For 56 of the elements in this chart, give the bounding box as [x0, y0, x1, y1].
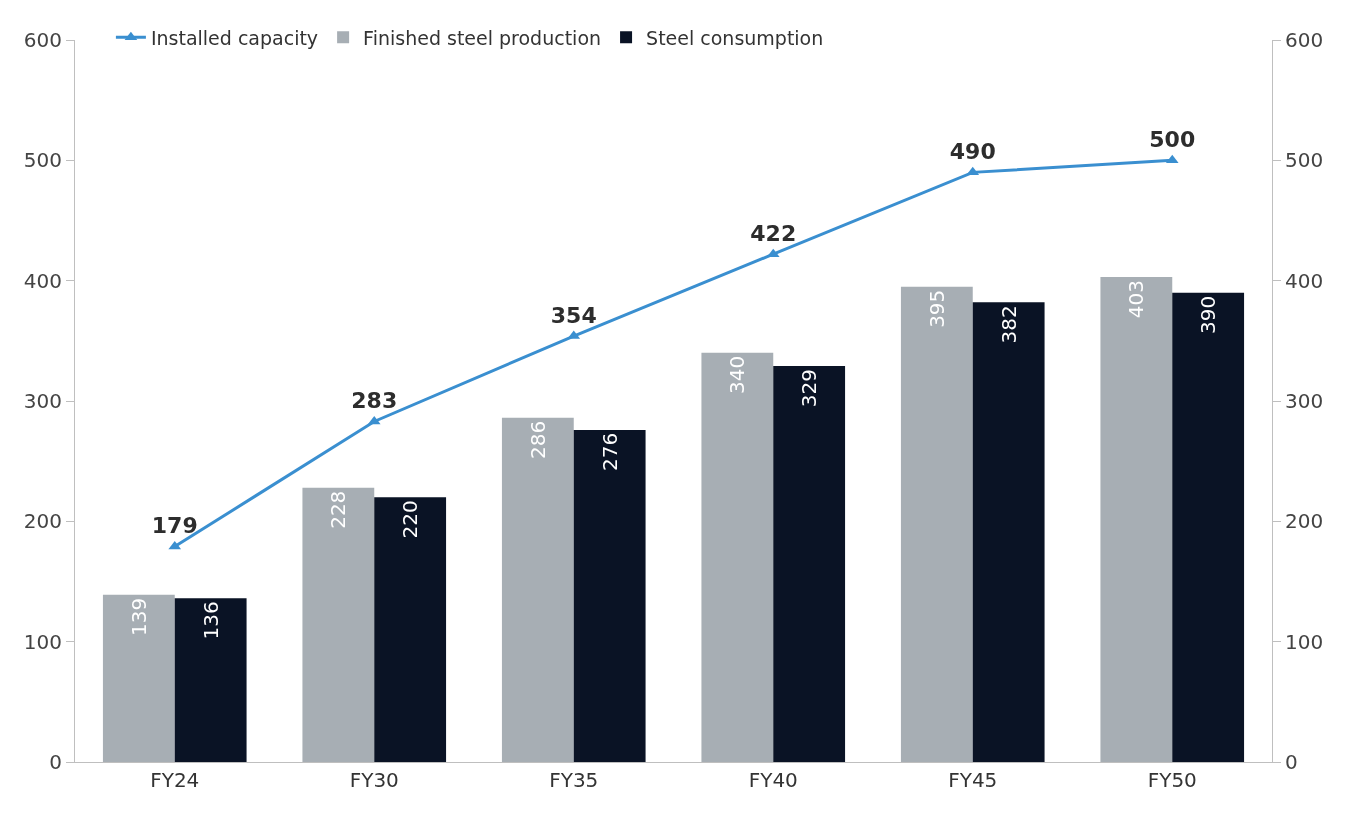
data-label: 283: [351, 388, 398, 414]
x-tick-label: FY35: [549, 768, 599, 792]
bar: [302, 487, 375, 762]
bar: [773, 366, 846, 762]
x-tick-label: FY50: [1147, 768, 1197, 792]
y2-tick-label: 500: [1285, 148, 1324, 173]
y2-tick-label: 600: [1285, 28, 1324, 52]
bar: [972, 302, 1045, 762]
x-tick-label: FY45: [948, 768, 998, 792]
data-label: 139: [126, 597, 151, 636]
bar: [573, 429, 646, 762]
y2-tick-label: 0: [1285, 750, 1298, 774]
data-label: 395: [924, 289, 949, 328]
x-tick-label: FY40: [748, 768, 798, 792]
bar: [1100, 277, 1173, 762]
data-label: 422: [750, 220, 797, 246]
bar: [501, 417, 574, 762]
data-label: 228: [326, 490, 351, 529]
data-label: 500: [1149, 126, 1196, 152]
y-tick-label: 100: [23, 629, 62, 654]
point: [1165, 154, 1179, 164]
point: [367, 415, 381, 425]
data-label: 340: [725, 355, 750, 395]
y-tick-label: 200: [23, 509, 62, 534]
data-label: 220: [398, 500, 423, 539]
data-label: 354: [550, 302, 597, 328]
data-label: 179: [151, 513, 198, 539]
y-tick-label: 600: [23, 28, 62, 52]
y2-tick-label: 300: [1285, 389, 1324, 413]
y-tick-label: 500: [23, 148, 62, 173]
y-tick-label: 300: [23, 389, 62, 413]
bar: [900, 286, 973, 762]
point: [966, 166, 980, 176]
legend-label: Steel consumption: [646, 26, 824, 49]
data-label: 286: [525, 420, 550, 460]
y-tick-label: 400: [23, 268, 62, 293]
bar: [102, 594, 175, 762]
bar: [701, 352, 774, 762]
y2-tick-label: 100: [1285, 629, 1324, 654]
y2-tick-label: 200: [1285, 509, 1324, 534]
legend-label: Finished steel production: [363, 26, 602, 49]
data-label: 276: [597, 432, 622, 472]
y2-tick-label: 400: [1285, 268, 1324, 293]
x-tick-label: FY24: [150, 768, 200, 792]
bar: [1172, 292, 1245, 762]
data-label: 403: [1124, 280, 1149, 319]
bar: [174, 598, 247, 762]
y-tick-label: 0: [49, 750, 62, 774]
bar: [374, 497, 447, 762]
data-label: 329: [797, 369, 822, 408]
data-label: 390: [1196, 295, 1221, 334]
data-label: 490: [949, 138, 996, 164]
x-tick-label: FY30: [349, 768, 399, 792]
data-label: 136: [198, 601, 223, 640]
legend-label: Installed capacity: [150, 26, 319, 49]
data-label: 382: [996, 305, 1021, 344]
